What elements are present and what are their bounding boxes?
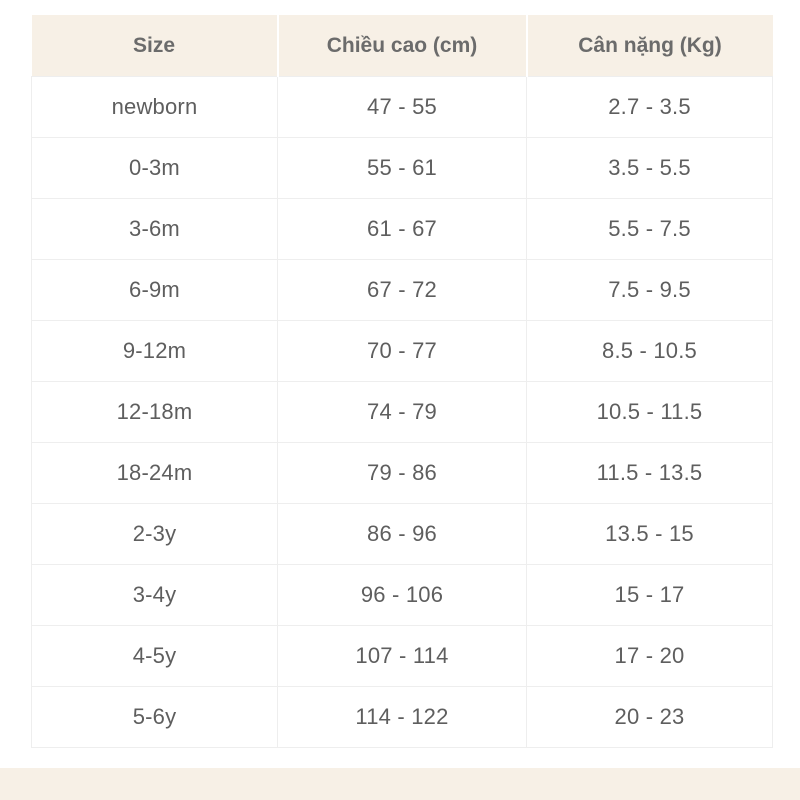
cell-size: 12-18m bbox=[31, 381, 278, 443]
table-row: 3-6m 61 - 67 5.5 - 7.5 bbox=[31, 198, 773, 260]
header-height: Chiều cao (cm) bbox=[277, 15, 528, 77]
header-size: Size bbox=[31, 15, 279, 77]
cell-size: 3-6m bbox=[31, 198, 278, 260]
table-row: 5-6y 114 - 122 20 - 23 bbox=[31, 686, 773, 748]
cell-height: 47 - 55 bbox=[277, 76, 527, 138]
cell-size: 2-3y bbox=[31, 503, 278, 565]
table-row: 9-12m 70 - 77 8.5 - 10.5 bbox=[31, 320, 773, 382]
cell-weight: 2.7 - 3.5 bbox=[526, 76, 773, 138]
cell-size: 5-6y bbox=[31, 686, 278, 748]
cell-height: 86 - 96 bbox=[277, 503, 527, 565]
cell-weight: 15 - 17 bbox=[526, 564, 773, 626]
cell-size: 6-9m bbox=[31, 259, 278, 321]
cell-weight: 20 - 23 bbox=[526, 686, 773, 748]
cell-height: 107 - 114 bbox=[277, 625, 527, 687]
cell-size: 18-24m bbox=[31, 442, 278, 504]
cell-size: 4-5y bbox=[31, 625, 278, 687]
table-row: 12-18m 74 - 79 10.5 - 11.5 bbox=[31, 381, 773, 443]
cell-height: 79 - 86 bbox=[277, 442, 527, 504]
cell-height: 70 - 77 bbox=[277, 320, 527, 382]
cell-size: 0-3m bbox=[31, 137, 278, 199]
cell-size: 9-12m bbox=[31, 320, 278, 382]
table-header-row: Size Chiều cao (cm) Cân nặng (Kg) bbox=[31, 15, 773, 77]
table-row: 3-4y 96 - 106 15 - 17 bbox=[31, 564, 773, 626]
cell-height: 74 - 79 bbox=[277, 381, 527, 443]
cell-weight: 5.5 - 7.5 bbox=[526, 198, 773, 260]
cell-size: 3-4y bbox=[31, 564, 278, 626]
bottom-band bbox=[0, 768, 800, 800]
cell-weight: 8.5 - 10.5 bbox=[526, 320, 773, 382]
cell-height: 61 - 67 bbox=[277, 198, 527, 260]
cell-weight: 3.5 - 5.5 bbox=[526, 137, 773, 199]
cell-weight: 7.5 - 9.5 bbox=[526, 259, 773, 321]
size-chart-table: Size Chiều cao (cm) Cân nặng (Kg) newbor… bbox=[31, 15, 773, 748]
table-row: 18-24m 79 - 86 11.5 - 13.5 bbox=[31, 442, 773, 504]
table-row: newborn 47 - 55 2.7 - 3.5 bbox=[31, 76, 773, 138]
cell-height: 67 - 72 bbox=[277, 259, 527, 321]
cell-height: 114 - 122 bbox=[277, 686, 527, 748]
cell-weight: 11.5 - 13.5 bbox=[526, 442, 773, 504]
table-row: 6-9m 67 - 72 7.5 - 9.5 bbox=[31, 259, 773, 321]
cell-height: 55 - 61 bbox=[277, 137, 527, 199]
table-row: 0-3m 55 - 61 3.5 - 5.5 bbox=[31, 137, 773, 199]
header-weight: Cân nặng (Kg) bbox=[526, 15, 773, 77]
cell-height: 96 - 106 bbox=[277, 564, 527, 626]
table-body: newborn 47 - 55 2.7 - 3.5 0-3m 55 - 61 3.5 - … bbox=[31, 76, 773, 748]
cell-size: newborn bbox=[31, 76, 278, 138]
cell-weight: 10.5 - 11.5 bbox=[526, 381, 773, 443]
table-row: 4-5y 107 - 114 17 - 20 bbox=[31, 625, 773, 687]
cell-weight: 17 - 20 bbox=[526, 625, 773, 687]
table-row: 2-3y 86 - 96 13.5 - 15 bbox=[31, 503, 773, 565]
cell-weight: 13.5 - 15 bbox=[526, 503, 773, 565]
